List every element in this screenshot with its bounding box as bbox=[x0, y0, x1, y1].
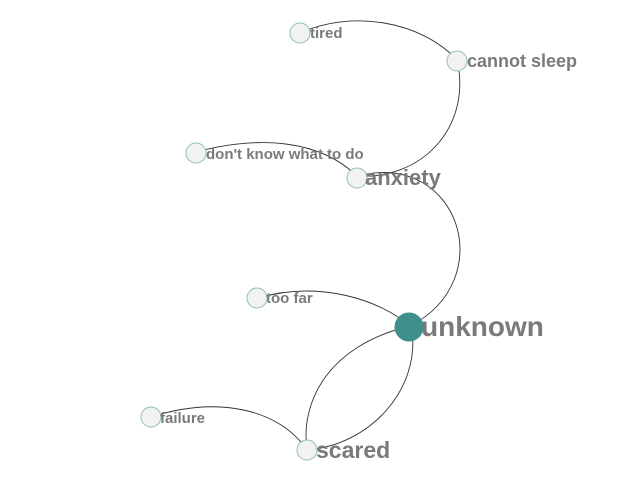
node-too-far-circle[interactable] bbox=[246, 287, 268, 309]
node-failure-circle[interactable] bbox=[140, 406, 162, 428]
node-cannot-sleep-label: cannot sleep bbox=[467, 51, 577, 71]
node-scared-circle[interactable] bbox=[296, 439, 318, 461]
node-tired-circle[interactable] bbox=[289, 22, 311, 44]
node-tired-label: tired bbox=[310, 25, 343, 42]
node-too-far-label: too far bbox=[266, 290, 313, 307]
node-unknown[interactable]: unknown bbox=[394, 311, 544, 342]
node-scared-label: scared bbox=[316, 437, 390, 463]
edge-cannot-sleep-anxiety bbox=[356, 63, 461, 179]
node-cannot-sleep-circle[interactable] bbox=[446, 50, 468, 72]
node-cannot-sleep[interactable]: cannot sleep bbox=[446, 50, 577, 72]
node-failure[interactable]: failure bbox=[140, 406, 205, 428]
node-dont-know-label: don't know what to do bbox=[206, 146, 364, 163]
edge-unknown-scared bbox=[306, 329, 414, 453]
node-dont-know[interactable]: don't know what to do bbox=[185, 142, 364, 164]
node-anxiety-circle[interactable] bbox=[346, 167, 368, 189]
node-dont-know-circle[interactable] bbox=[185, 142, 207, 164]
node-anxiety[interactable]: anxiety bbox=[346, 165, 442, 190]
node-anxiety-label: anxiety bbox=[365, 165, 442, 190]
node-failure-label: failure bbox=[160, 410, 205, 427]
edge-failure-scared bbox=[150, 406, 308, 451]
nodes-layer: tired cannot sleep don't know what to do… bbox=[140, 22, 577, 463]
node-scared[interactable]: scared bbox=[296, 437, 390, 463]
edge-tired-cannot-sleep bbox=[299, 20, 458, 61]
edge-anxiety-unknown bbox=[356, 172, 461, 327]
node-unknown-circle[interactable] bbox=[394, 312, 424, 342]
edge-dont-know-anxiety bbox=[195, 142, 358, 177]
node-unknown-label: unknown bbox=[421, 311, 544, 342]
node-too-far[interactable]: too far bbox=[246, 287, 313, 309]
node-tired[interactable]: tired bbox=[289, 22, 343, 44]
edge-scared-unknown bbox=[305, 324, 411, 451]
edges-layer bbox=[150, 20, 461, 453]
